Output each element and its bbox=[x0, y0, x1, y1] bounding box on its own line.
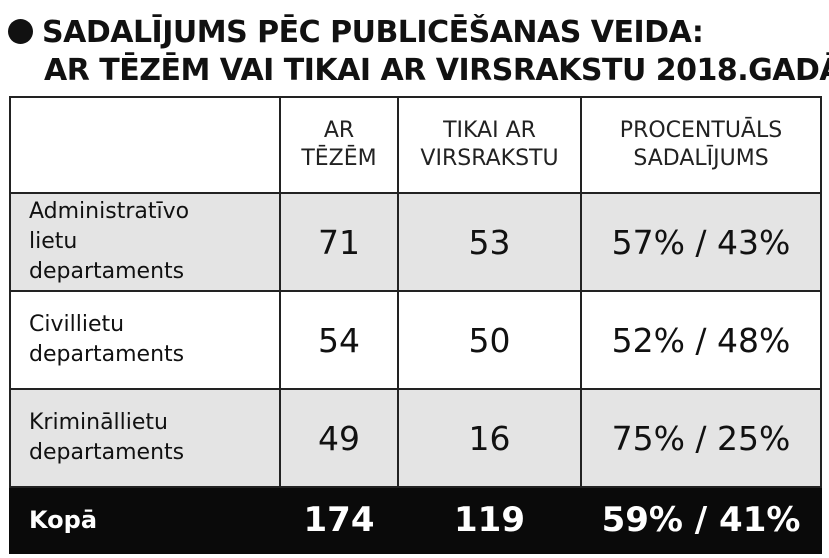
cell-with-theses: 54 bbox=[279, 290, 399, 390]
cell-percent: 52% / 48% bbox=[580, 290, 822, 390]
total-row: Kopā 174 119 59% / 41% bbox=[9, 486, 822, 554]
title-line-1: SADALĪJUMS PĒC PUBLICĒŠANAS VEIDA: bbox=[42, 15, 704, 50]
distribution-table: AR TĒZĒM TIKAI AR VIRSRAKSTU PROCENTUĀLS SA… bbox=[9, 96, 822, 554]
header-title-only: TIKAI AR VIRSRAKSTU bbox=[397, 96, 582, 194]
total-with-theses: 174 bbox=[279, 486, 399, 554]
cell-percent: 57% / 43% bbox=[580, 192, 822, 292]
bullet-icon bbox=[8, 19, 33, 44]
table-row: Administratīvo lietu departaments 71 53 57… bbox=[9, 192, 822, 292]
title-line-2: AR TĒZĒM VAI TIKAI AR VIRSRAKSTU 2018.GA… bbox=[44, 53, 829, 88]
header-row: AR TĒZĒM TIKAI AR VIRSRAKSTU PROCENTUĀLS SA… bbox=[9, 96, 822, 194]
total-percent: 59% / 41% bbox=[580, 486, 822, 554]
cell-title-only: 16 bbox=[397, 388, 582, 488]
row-label: Administratīvo lietu departaments bbox=[9, 192, 281, 292]
table-row: Civillietu departaments 54 50 52% / 48% bbox=[9, 290, 822, 390]
header-percent: PROCENTUĀLS SADALĪJUMS bbox=[580, 96, 822, 194]
header-empty bbox=[9, 96, 281, 194]
cell-title-only: 50 bbox=[397, 290, 582, 390]
total-title-only: 119 bbox=[397, 486, 582, 554]
header-with-theses: AR TĒZĒM bbox=[279, 96, 399, 194]
cell-percent: 75% / 25% bbox=[580, 388, 822, 488]
cell-title-only: 53 bbox=[397, 192, 582, 292]
total-label: Kopā bbox=[9, 486, 281, 554]
row-label: Krimināllietu departaments bbox=[9, 388, 281, 488]
page-title: SADALĪJUMS PĒC PUBLICĒŠANAS VEIDA: AR TĒ… bbox=[8, 14, 829, 90]
cell-with-theses: 49 bbox=[279, 388, 399, 488]
row-label: Civillietu departaments bbox=[9, 290, 281, 390]
cell-with-theses: 71 bbox=[279, 192, 399, 292]
table-row: Krimināllietu departaments 49 16 75% / 25… bbox=[9, 388, 822, 488]
